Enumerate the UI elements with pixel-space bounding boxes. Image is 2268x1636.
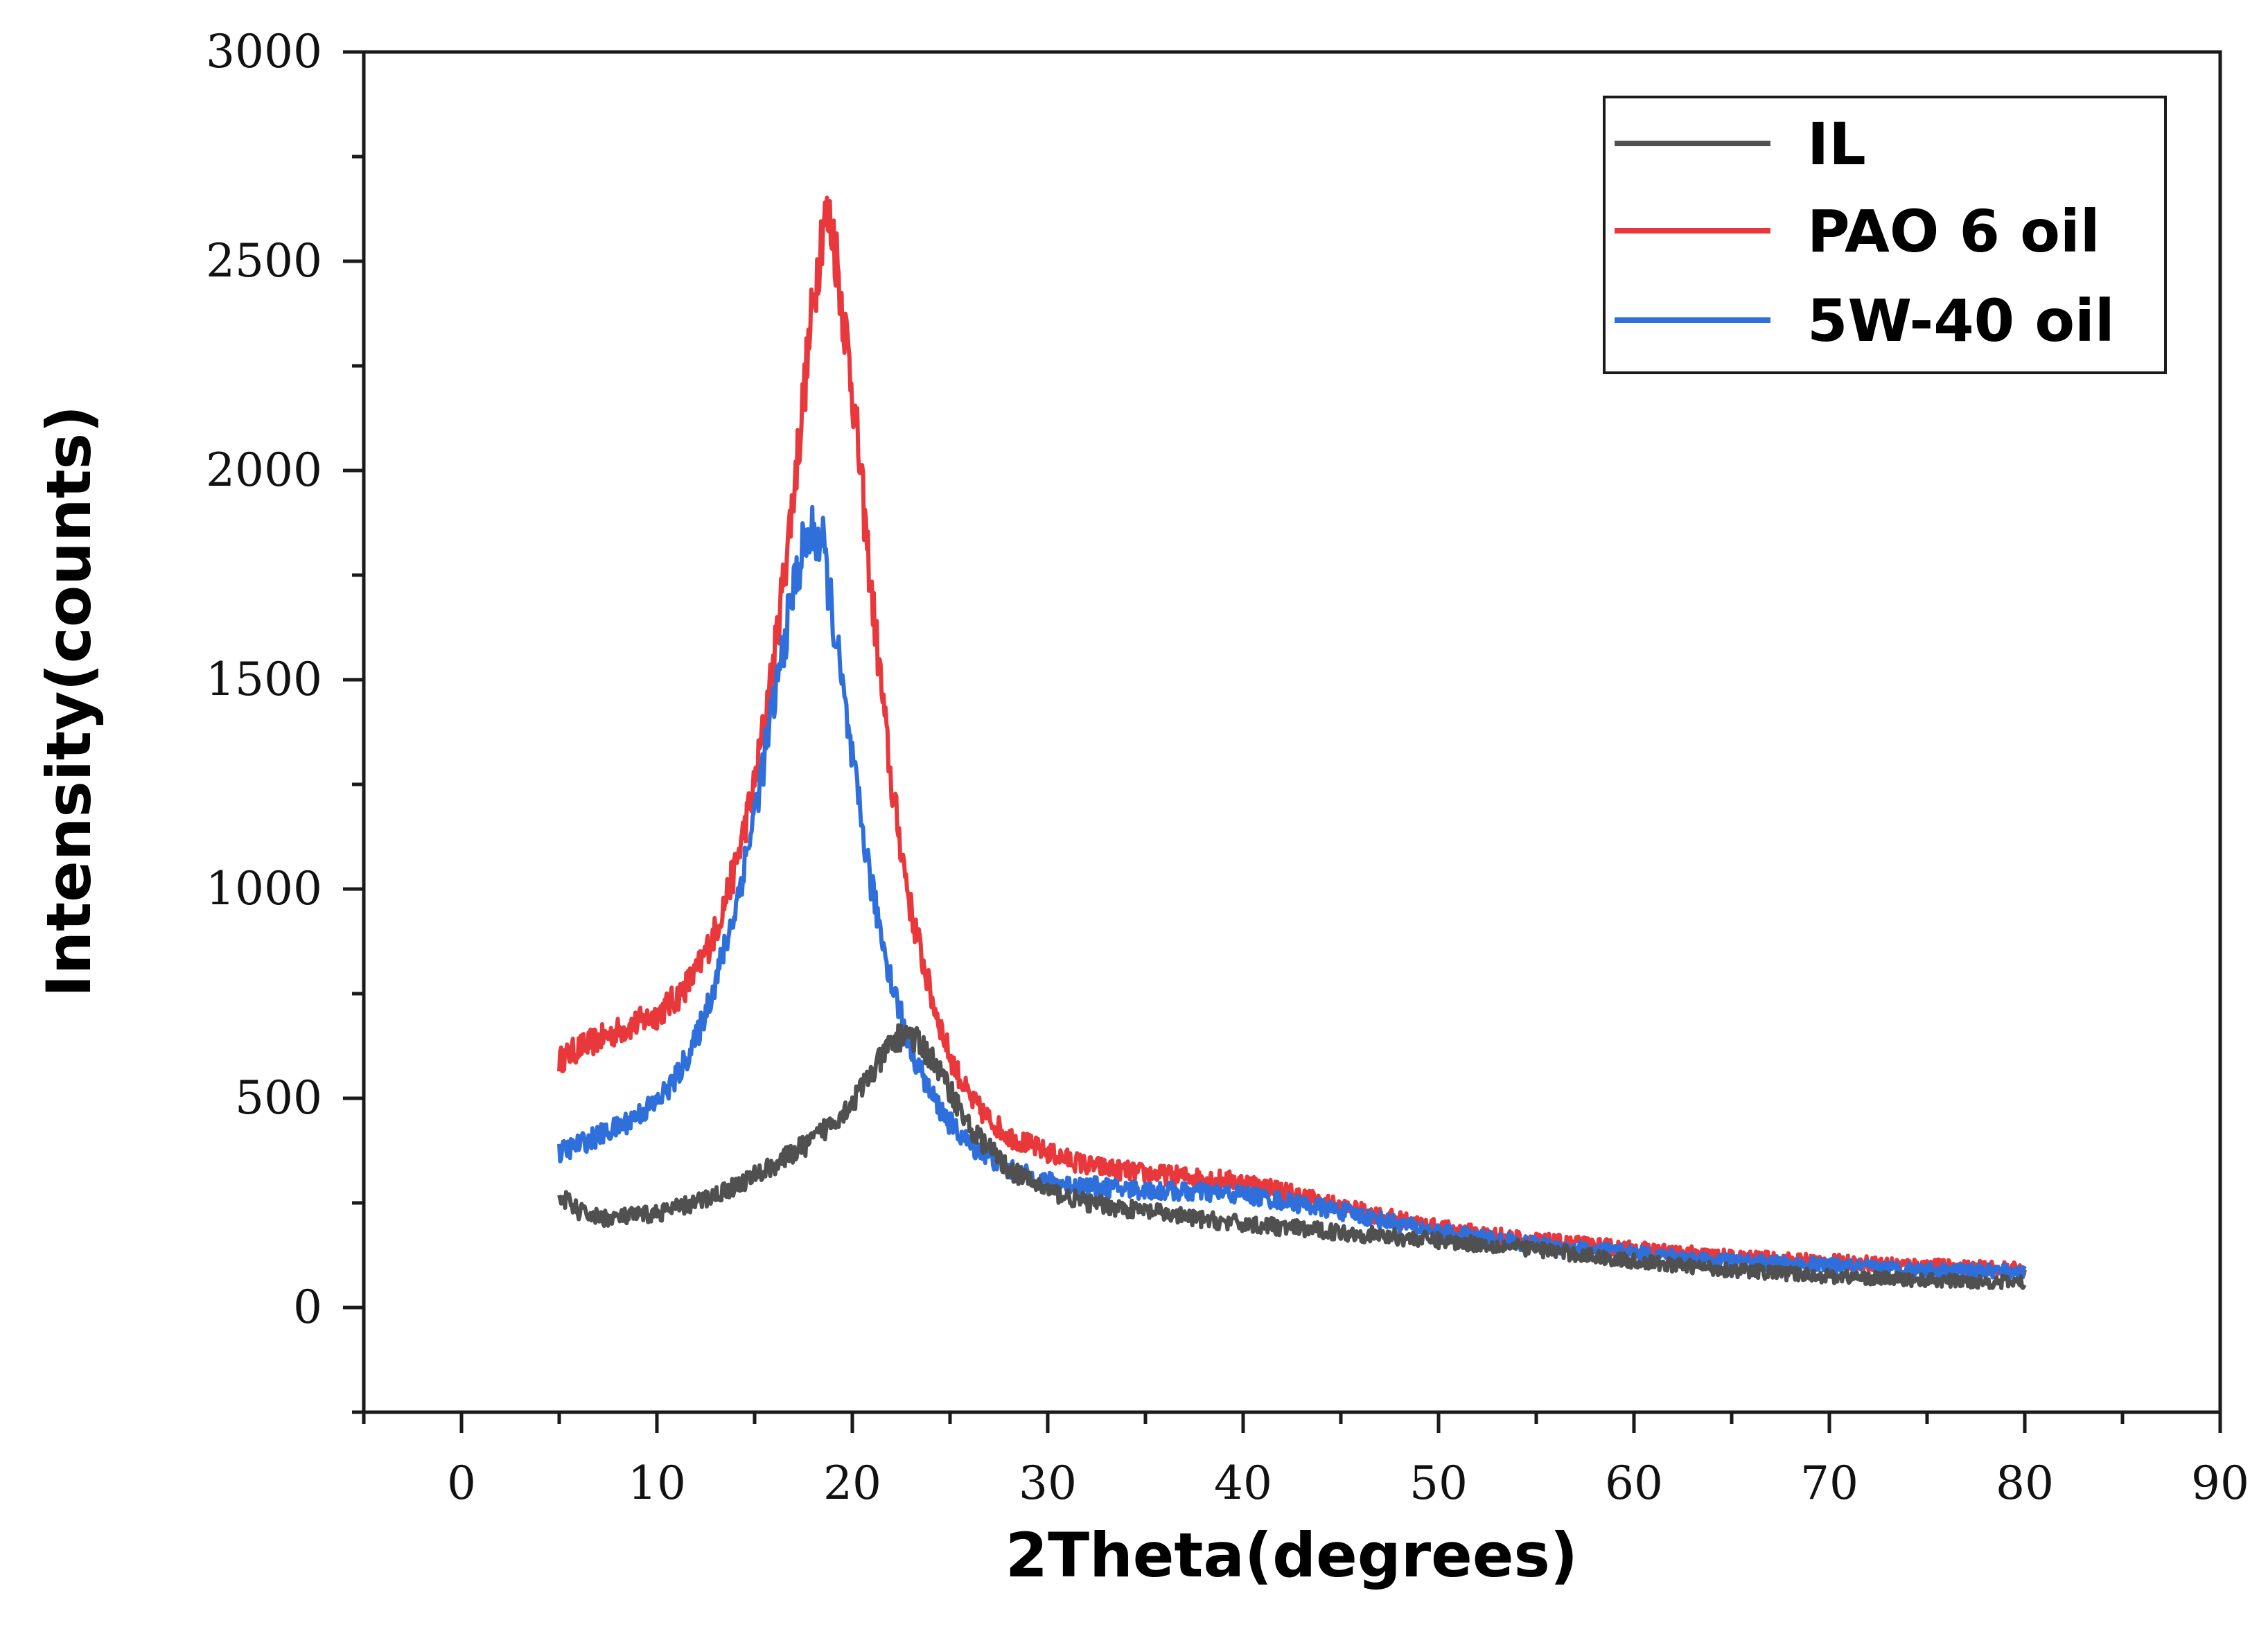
x-tick-label: 40 <box>1214 1457 1272 1510</box>
x-tick-label: 30 <box>1019 1457 1077 1510</box>
y-tick-label: 2500 <box>206 234 322 288</box>
legend-label-pao-6-oil: PAO 6 oil <box>1807 197 2100 265</box>
x-tick-label: 80 <box>1996 1457 2054 1510</box>
plot-series-group <box>557 195 2027 1290</box>
y-tick-label: 500 <box>235 1071 322 1125</box>
y-tick-label: 2000 <box>206 443 322 497</box>
x-tick-label: 90 <box>2191 1457 2249 1510</box>
legend-label-5w-40-oil: 5W-40 oil <box>1807 287 2115 355</box>
legend-label-il: IL <box>1807 110 1866 178</box>
x-tick-label: 60 <box>1605 1457 1663 1510</box>
x-axis-ticks: 0 10 20 30 40 50 60 70 80 90 <box>362 1412 2249 1510</box>
series-line-il <box>557 1023 2027 1290</box>
y-tick-label: 1000 <box>206 862 322 915</box>
x-tick-label: 10 <box>628 1457 686 1510</box>
x-tick-label: 0 <box>447 1457 476 1510</box>
y-tick-label: 0 <box>293 1281 322 1334</box>
x-tick-label: 50 <box>1409 1457 1468 1510</box>
plot-frame <box>362 50 2222 1414</box>
x-tick-label: 70 <box>1800 1457 1858 1510</box>
y-axis-title: Intensity(counts) <box>33 405 105 998</box>
y-tick-label: 3000 <box>206 25 322 78</box>
y-axis-ticks: 0 500 1000 1500 2000 2500 3000 <box>206 25 364 1414</box>
y-tick-label: 1500 <box>206 653 322 706</box>
legend: IL PAO 6 oil 5W-40 oil <box>1603 96 2167 374</box>
x-tick-label: 20 <box>823 1457 881 1510</box>
x-axis-title: 2Theta(degrees) <box>1005 1520 1578 1591</box>
